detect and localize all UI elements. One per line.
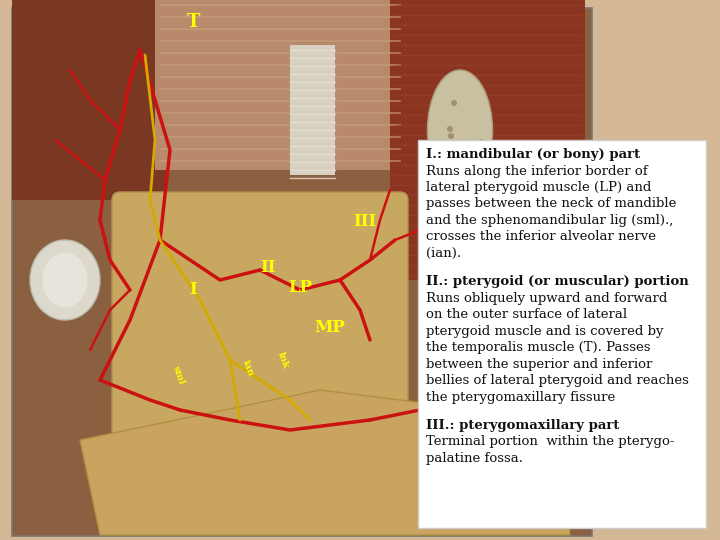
Text: LP: LP xyxy=(288,280,312,296)
Text: bellies of lateral pterygoid and reaches: bellies of lateral pterygoid and reaches xyxy=(426,374,689,387)
Text: Runs obliquely upward and forward: Runs obliquely upward and forward xyxy=(426,292,667,305)
Ellipse shape xyxy=(428,70,492,190)
Ellipse shape xyxy=(443,142,449,148)
Ellipse shape xyxy=(436,143,442,149)
Bar xyxy=(418,140,706,528)
Text: III: III xyxy=(354,213,377,231)
Text: MP: MP xyxy=(315,320,346,336)
Ellipse shape xyxy=(30,240,100,320)
Text: II: II xyxy=(260,259,276,275)
Ellipse shape xyxy=(470,171,476,177)
Ellipse shape xyxy=(42,253,88,307)
Text: the pterygomaxillary fissure: the pterygomaxillary fissure xyxy=(426,390,616,403)
Text: and the sphenomandibular lig (sml).,: and the sphenomandibular lig (sml)., xyxy=(426,214,673,227)
Text: lnk: lnk xyxy=(276,350,290,370)
Ellipse shape xyxy=(469,126,475,132)
Text: crosses the inferior alveolar nerve: crosses the inferior alveolar nerve xyxy=(426,231,656,244)
Text: Terminal portion  within the pterygo-: Terminal portion within the pterygo- xyxy=(426,435,675,448)
Text: the temporalis muscle (T). Passes: the temporalis muscle (T). Passes xyxy=(426,341,650,354)
Text: palatine fossa.: palatine fossa. xyxy=(426,451,523,464)
Bar xyxy=(390,0,585,280)
Ellipse shape xyxy=(434,141,440,147)
Text: III.: pterygomaxillary part: III.: pterygomaxillary part xyxy=(426,418,619,431)
Text: II.: pterygoid (or muscular) portion: II.: pterygoid (or muscular) portion xyxy=(426,275,689,288)
Text: between the superior and inferior: between the superior and inferior xyxy=(426,357,652,370)
Text: passes between the neck of mandible: passes between the neck of mandible xyxy=(426,198,676,211)
Text: Runs along the inferior border of: Runs along the inferior border of xyxy=(426,165,647,178)
Bar xyxy=(155,0,405,170)
Ellipse shape xyxy=(448,158,454,164)
Polygon shape xyxy=(80,390,570,535)
Bar xyxy=(12,8,592,536)
Text: I.: mandibular (or bony) part: I.: mandibular (or bony) part xyxy=(426,148,640,161)
Text: T: T xyxy=(186,13,199,31)
Bar xyxy=(290,45,335,175)
Text: pterygoid muscle and is covered by: pterygoid muscle and is covered by xyxy=(426,325,664,338)
Text: I: I xyxy=(189,281,197,299)
Ellipse shape xyxy=(476,165,482,171)
Text: sml: sml xyxy=(171,364,186,386)
FancyBboxPatch shape xyxy=(112,192,408,498)
Text: ian: ian xyxy=(241,359,255,377)
Text: lateral pterygoid muscle (LP) and: lateral pterygoid muscle (LP) and xyxy=(426,181,652,194)
Text: on the outer surface of lateral: on the outer surface of lateral xyxy=(426,308,627,321)
Bar xyxy=(12,0,167,200)
Text: (ian).: (ian). xyxy=(426,247,461,260)
Ellipse shape xyxy=(481,158,487,164)
